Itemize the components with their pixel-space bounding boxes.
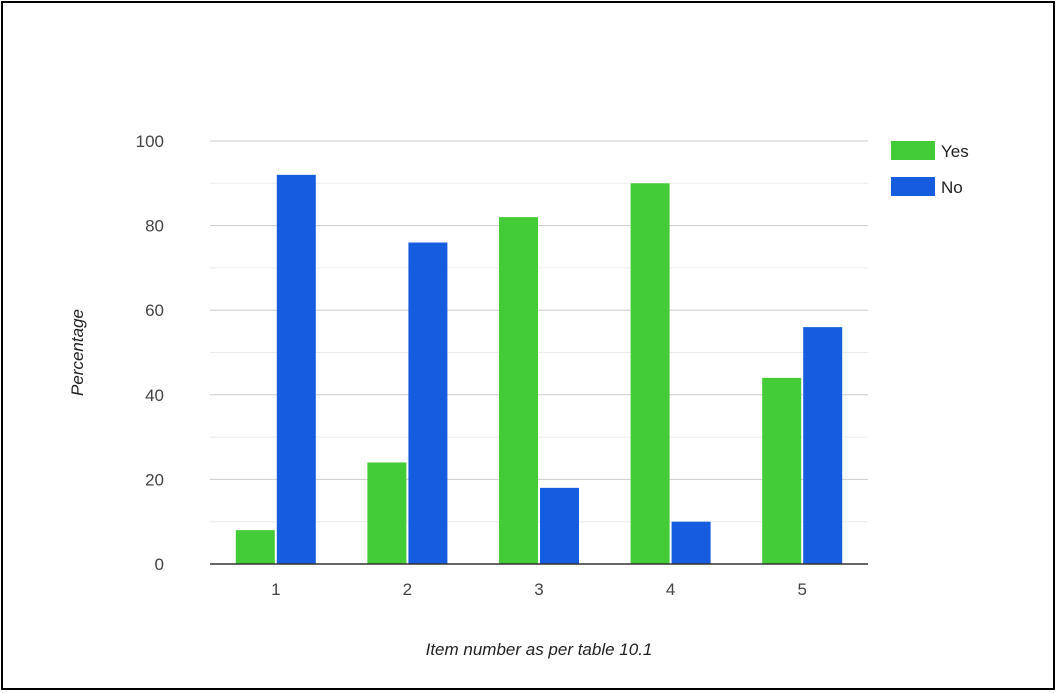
- bar-no-4: [671, 521, 711, 564]
- bar-yes-1: [235, 530, 275, 564]
- y-tick-label: 80: [145, 217, 164, 236]
- bar-no-3: [540, 487, 579, 564]
- bar-no-1: [276, 174, 316, 564]
- x-tick-label: 2: [403, 580, 412, 599]
- bar-yes-4: [630, 183, 670, 565]
- bar-yes-5: [762, 377, 802, 564]
- legend-label-no: No: [941, 178, 963, 197]
- bar-yes-3: [499, 217, 538, 564]
- legend-swatch-no: [891, 177, 935, 196]
- x-tick-labels: 1 2 3 4 5: [271, 580, 807, 599]
- bars: [235, 174, 843, 565]
- x-tick-label: 4: [666, 580, 675, 599]
- bar-no-5: [803, 327, 843, 564]
- bar-yes-2: [367, 462, 407, 564]
- bar-no-2: [408, 242, 448, 564]
- legend-swatch-yes: [891, 141, 935, 160]
- x-tick-label: 5: [797, 580, 806, 599]
- y-tick-labels: 0 20 40 60 80 100: [136, 132, 164, 574]
- x-axis-title: Item number as per table 10.1: [426, 640, 653, 659]
- legend-label-yes: Yes: [941, 142, 969, 161]
- y-tick-label: 60: [145, 301, 164, 320]
- legend: Yes No: [891, 141, 969, 197]
- x-tick-label: 1: [271, 580, 280, 599]
- x-tick-label: 3: [534, 580, 543, 599]
- y-axis-title: Percentage: [68, 309, 87, 396]
- y-tick-label: 20: [145, 470, 164, 489]
- y-tick-label: 40: [145, 386, 164, 405]
- y-tick-label: 100: [136, 132, 164, 151]
- gridlines: [210, 140, 868, 523]
- y-tick-label: 0: [155, 555, 164, 574]
